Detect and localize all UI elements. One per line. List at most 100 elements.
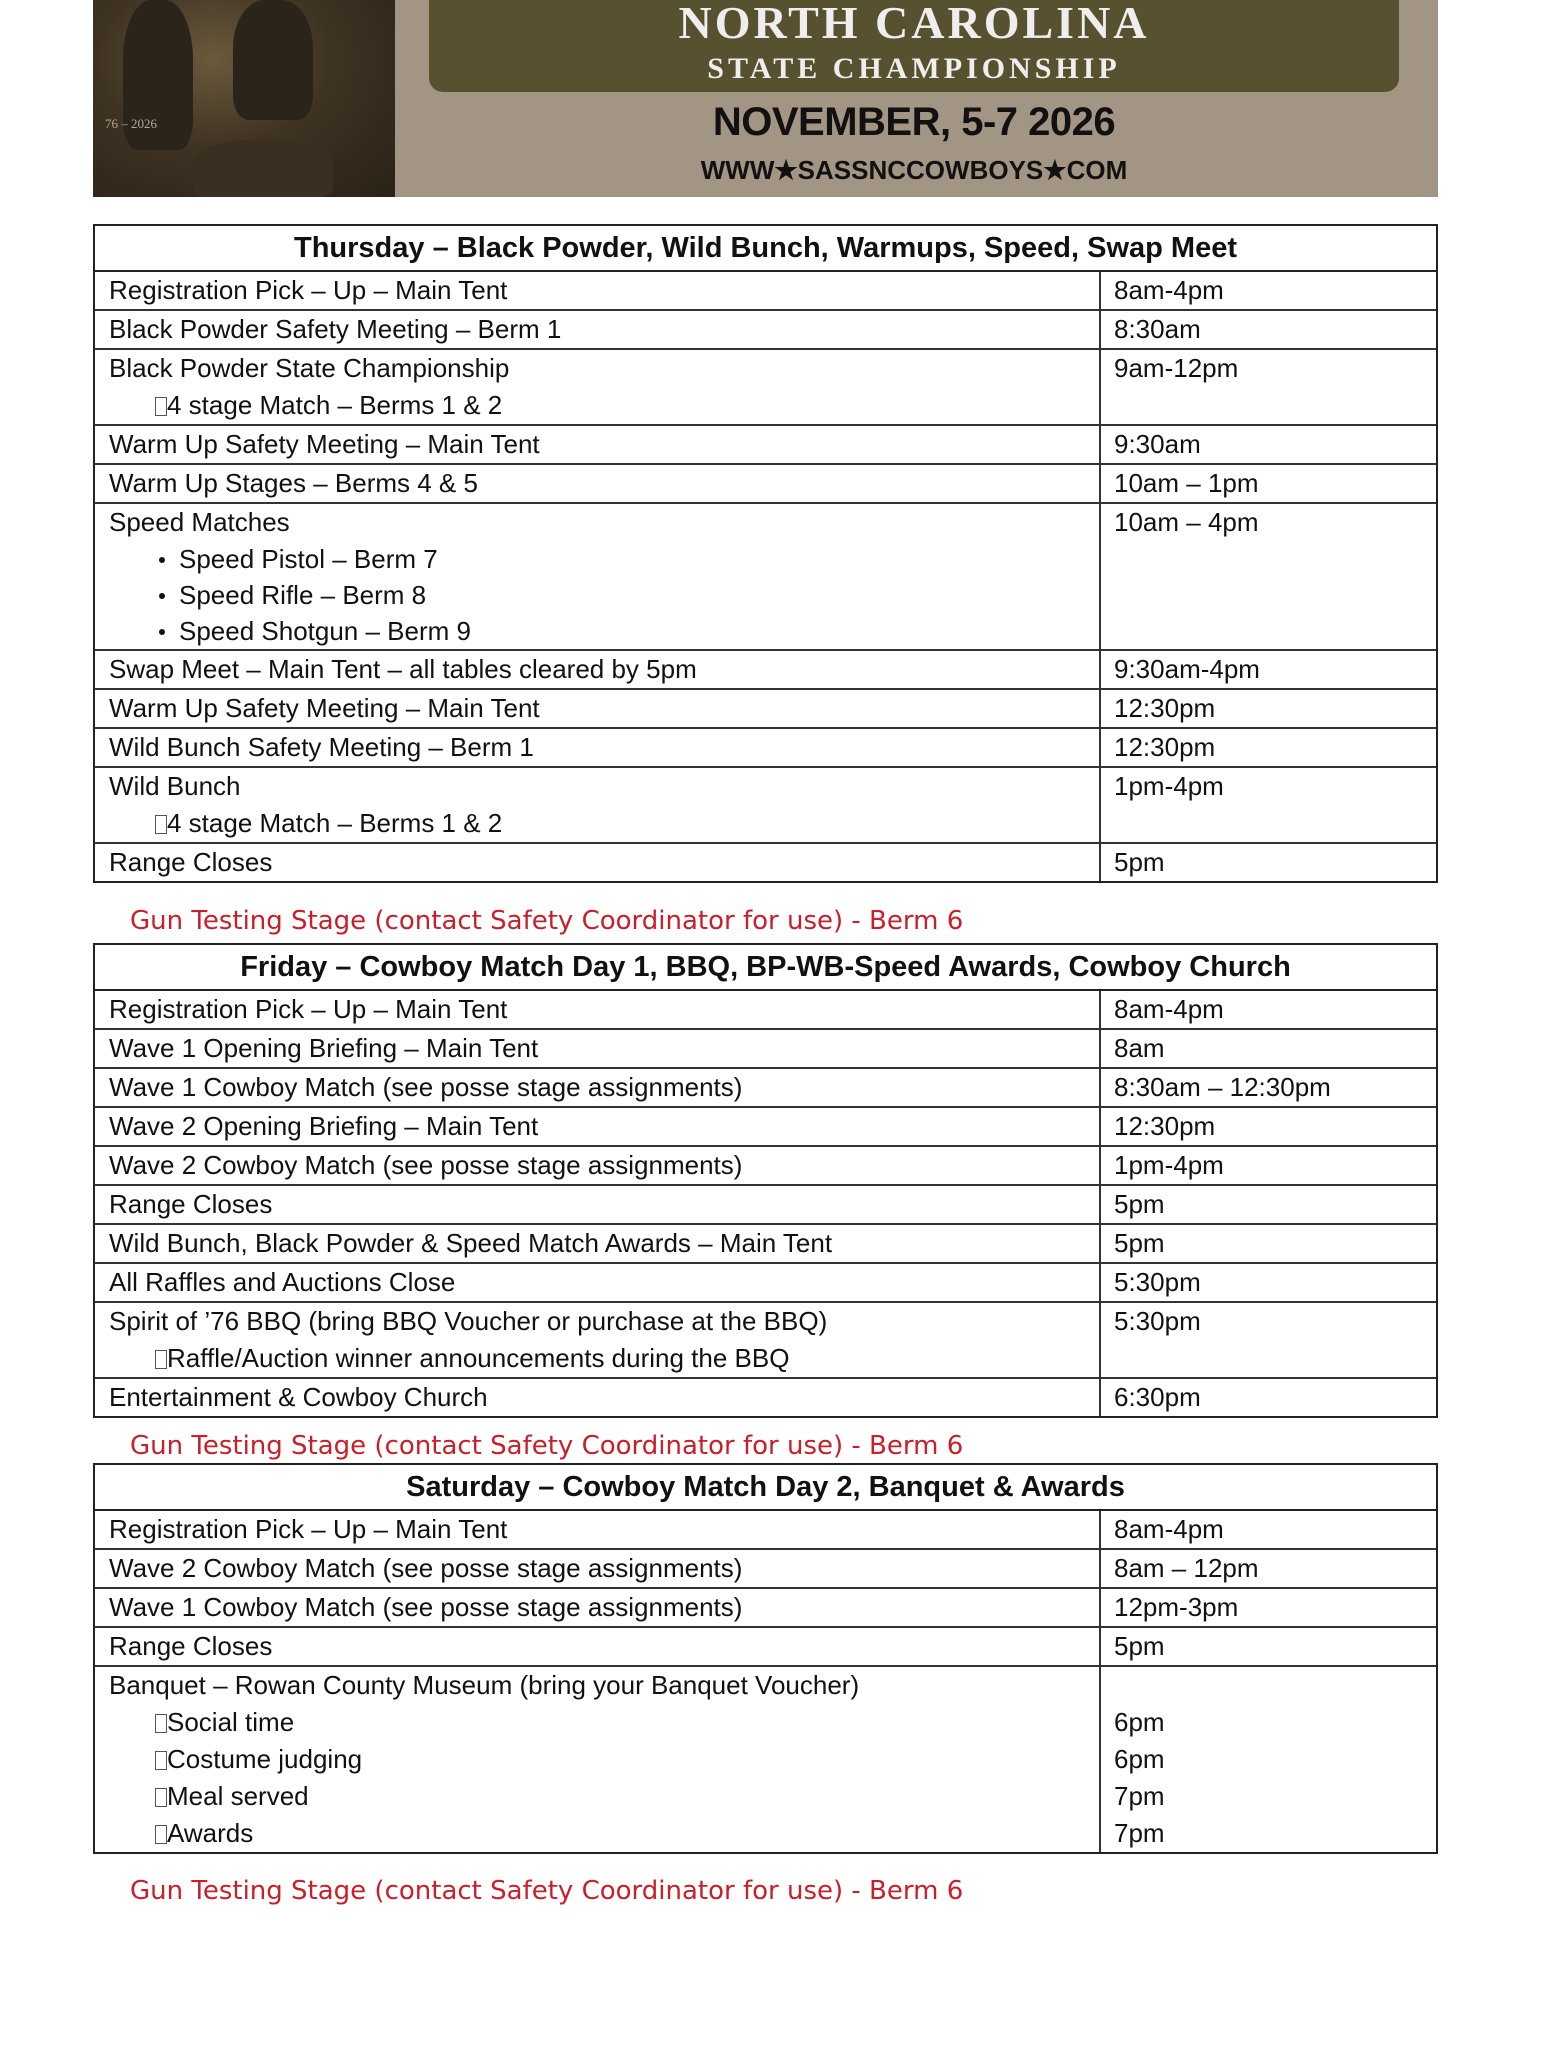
- event-cell: Banquet – Rowan County Museum (bring you…: [95, 1667, 1101, 1852]
- event-name: Wave 2 Cowboy Match (see posse stage ass…: [109, 1150, 743, 1180]
- event-website: WWW★SASSNCCOWBOYS★COM: [700, 155, 1128, 185]
- title-plaque: NORTH CAROLINA STATE CHAMPIONSHIP: [429, 0, 1399, 92]
- event-cell: Speed Matches Speed Pistol – Berm 7 Speed …: [95, 504, 1101, 649]
- event-time: 8am-4pm: [1114, 994, 1224, 1024]
- event-time: 6pm: [1114, 1707, 1165, 1737]
- table-row: Black Powder State Championship 4 stage M…: [95, 348, 1436, 424]
- event-time: 1pm-4pm: [1114, 1150, 1224, 1180]
- table-row: Range Closes 5pm: [95, 1184, 1436, 1223]
- table-row: Range Closes 5pm: [95, 1626, 1436, 1665]
- event-bullet-item: Speed Shotgun – Berm 9: [109, 613, 1099, 649]
- time-cell: 10am – 4pm: [1101, 504, 1436, 649]
- event-cell: Swap Meet – Main Tent – all tables clear…: [95, 651, 1101, 688]
- event-cell: Warm Up Safety Meeting – Main Tent: [95, 426, 1101, 463]
- event-sub-item: Awards: [109, 1815, 1099, 1852]
- event-time: 10am – 4pm: [1114, 507, 1259, 537]
- schedule-table-saturday: Saturday – Cowboy Match Day 2, Banquet &…: [93, 1463, 1438, 1854]
- event-time: 5pm: [1114, 1631, 1165, 1661]
- time-cell: 12:30pm: [1101, 690, 1436, 727]
- table-row: Wave 1 Opening Briefing – Main Tent 8am: [95, 1028, 1436, 1067]
- event-time: 9:30am-4pm: [1114, 654, 1260, 684]
- time-cell: 9:30am: [1101, 426, 1436, 463]
- time-cell: 10am – 1pm: [1101, 465, 1436, 502]
- event-time: 6pm: [1114, 1744, 1165, 1774]
- gun-testing-note: Gun Testing Stage (contact Safety Coordi…: [130, 1431, 964, 1461]
- table-row: Wild Bunch Safety Meeting – Berm 1 12:30p…: [95, 727, 1436, 766]
- time-cell: 8am: [1101, 1030, 1436, 1067]
- event-name: Warm Up Safety Meeting – Main Tent: [109, 429, 540, 459]
- event-cell: Entertainment & Cowboy Church: [95, 1379, 1101, 1416]
- gun-testing-note: Gun Testing Stage (contact Safety Coordi…: [130, 1876, 964, 1906]
- time-cell: 9am-12pm: [1101, 350, 1436, 424]
- table-row: Registration Pick – Up – Main Tent 8am-4p…: [95, 1511, 1436, 1548]
- table-row: Speed Matches Speed Pistol – Berm 7 Speed …: [95, 502, 1436, 649]
- event-sub-item: Meal served: [109, 1778, 1099, 1815]
- event-time: 5:30pm: [1114, 1306, 1201, 1336]
- painting-label: 76 – 2026: [105, 116, 157, 131]
- event-time: 5pm: [1114, 1228, 1165, 1258]
- event-name: Wave 1 Opening Briefing – Main Tent: [109, 1033, 539, 1063]
- time-cell: 8:30am: [1101, 311, 1436, 348]
- table-row: Warm Up Safety Meeting – Main Tent 9:30am: [95, 424, 1436, 463]
- event-name: Spirit of ’76 BBQ (bring BBQ Voucher or …: [109, 1306, 828, 1336]
- event-cell: All Raffles and Auctions Close: [95, 1264, 1101, 1301]
- table-row: Wave 1 Cowboy Match (see posse stage ass…: [95, 1587, 1436, 1626]
- table-row: Registration Pick – Up – Main Tent 8am-4p…: [95, 272, 1436, 309]
- event-time: 5pm: [1114, 1189, 1165, 1219]
- table-row: Wild Bunch 4 stage Match – Berms 1 & 2 1pm…: [95, 766, 1436, 842]
- event-dates: NOVEMBER, 5-7 2026: [712, 100, 1116, 144]
- time-cell: 5pm: [1101, 1628, 1436, 1665]
- event-cell: Black Powder State Championship 4 stage M…: [95, 350, 1101, 424]
- event-cell: Wave 2 Opening Briefing – Main Tent: [95, 1108, 1101, 1145]
- event-cell: Warm Up Safety Meeting – Main Tent: [95, 690, 1101, 727]
- day-heading: Thursday – Black Powder, Wild Bunch, War…: [95, 226, 1436, 272]
- table-row: All Raffles and Auctions Close 5:30pm: [95, 1262, 1436, 1301]
- time-cell: 6pm 6pm 7pm 7pm: [1101, 1667, 1436, 1852]
- event-cell: Range Closes: [95, 1628, 1101, 1665]
- event-name: Wave 2 Opening Briefing – Main Tent: [109, 1111, 539, 1141]
- time-cell: 6:30pm: [1101, 1379, 1436, 1416]
- table-row: Swap Meet – Main Tent – all tables clear…: [95, 649, 1436, 688]
- event-time: 8am-4pm: [1114, 1514, 1224, 1544]
- event-name: Warm Up Stages – Berms 4 & 5: [109, 468, 478, 498]
- event-cell: Registration Pick – Up – Main Tent: [95, 1511, 1101, 1548]
- event-time: 12:30pm: [1114, 732, 1216, 762]
- table-row: Banquet – Rowan County Museum (bring you…: [95, 1665, 1436, 1852]
- banner-subtitle: STATE CHAMPIONSHIP: [707, 52, 1121, 85]
- event-name: Wild Bunch: [109, 771, 241, 801]
- event-name: Wave 1 Cowboy Match (see posse stage ass…: [109, 1072, 743, 1102]
- event-sub-item: Costume judging: [109, 1741, 1099, 1778]
- banner-painting: 76 – 2026: [93, 0, 395, 197]
- event-time: 5:30pm: [1114, 1267, 1201, 1297]
- event-name: Wild Bunch Safety Meeting – Berm 1: [109, 732, 534, 762]
- event-name: Wave 1 Cowboy Match (see posse stage ass…: [109, 1592, 743, 1622]
- schedule-table-friday: Friday – Cowboy Match Day 1, BBQ, BP-WB-…: [93, 943, 1438, 1418]
- table-row: Wave 1 Cowboy Match (see posse stage ass…: [95, 1067, 1436, 1106]
- event-bullet-item: Speed Pistol – Berm 7: [109, 541, 1099, 577]
- event-cell: Registration Pick – Up – Main Tent: [95, 272, 1101, 309]
- time-cell: 5pm: [1101, 1225, 1436, 1262]
- time-cell: 8am-4pm: [1101, 1511, 1436, 1548]
- time-cell: 1pm-4pm: [1101, 1147, 1436, 1184]
- event-name: Wild Bunch, Black Powder & Speed Match A…: [109, 1228, 833, 1258]
- time-cell: 8am-4pm: [1101, 991, 1436, 1028]
- event-name: Registration Pick – Up – Main Tent: [109, 1514, 508, 1544]
- event-cell: Wild Bunch, Black Powder & Speed Match A…: [95, 1225, 1101, 1262]
- time-cell: 12:30pm: [1101, 1108, 1436, 1145]
- time-cell: 5pm: [1101, 844, 1436, 881]
- time-cell: 5pm: [1101, 1186, 1436, 1223]
- time-cell: 5:30pm: [1101, 1303, 1436, 1377]
- gun-testing-note: Gun Testing Stage (contact Safety Coordi…: [130, 906, 964, 936]
- event-cell: Registration Pick – Up – Main Tent: [95, 991, 1101, 1028]
- time-cell: 8am – 12pm: [1101, 1550, 1436, 1587]
- event-cell: Range Closes: [95, 844, 1101, 881]
- event-name: Black Powder State Championship: [109, 353, 510, 383]
- event-cell: Wild Bunch 4 stage Match – Berms 1 & 2: [95, 768, 1101, 842]
- event-name: Entertainment & Cowboy Church: [109, 1382, 488, 1412]
- event-name: Warm Up Safety Meeting – Main Tent: [109, 693, 540, 723]
- event-name: Range Closes: [109, 1189, 273, 1219]
- event-cell: Wave 1 Cowboy Match (see posse stage ass…: [95, 1069, 1101, 1106]
- event-name: Swap Meet – Main Tent – all tables clear…: [109, 654, 697, 684]
- time-cell: 8am-4pm: [1101, 272, 1436, 309]
- event-cell: Range Closes: [95, 1186, 1101, 1223]
